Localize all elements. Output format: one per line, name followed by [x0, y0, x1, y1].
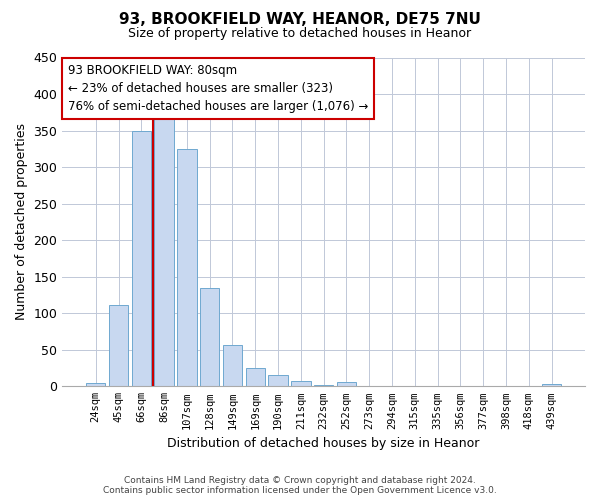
Bar [291, 381, 311, 386]
Y-axis label: Number of detached properties: Number of detached properties [15, 124, 28, 320]
Bar [200, 288, 220, 386]
Bar [131, 130, 151, 386]
Bar [337, 382, 356, 386]
Bar [154, 112, 174, 386]
Bar [542, 384, 561, 386]
Text: Size of property relative to detached houses in Heanor: Size of property relative to detached ho… [128, 28, 472, 40]
Bar [86, 382, 106, 386]
Bar [245, 368, 265, 386]
X-axis label: Distribution of detached houses by size in Heanor: Distribution of detached houses by size … [167, 437, 480, 450]
Text: 93, BROOKFIELD WAY, HEANOR, DE75 7NU: 93, BROOKFIELD WAY, HEANOR, DE75 7NU [119, 12, 481, 28]
Text: Contains HM Land Registry data © Crown copyright and database right 2024.
Contai: Contains HM Land Registry data © Crown c… [103, 476, 497, 495]
Bar [177, 149, 197, 386]
Bar [223, 344, 242, 387]
Bar [109, 305, 128, 386]
Bar [314, 385, 334, 386]
Text: 93 BROOKFIELD WAY: 80sqm
← 23% of detached houses are smaller (323)
76% of semi-: 93 BROOKFIELD WAY: 80sqm ← 23% of detach… [68, 64, 368, 113]
Bar [268, 376, 288, 386]
